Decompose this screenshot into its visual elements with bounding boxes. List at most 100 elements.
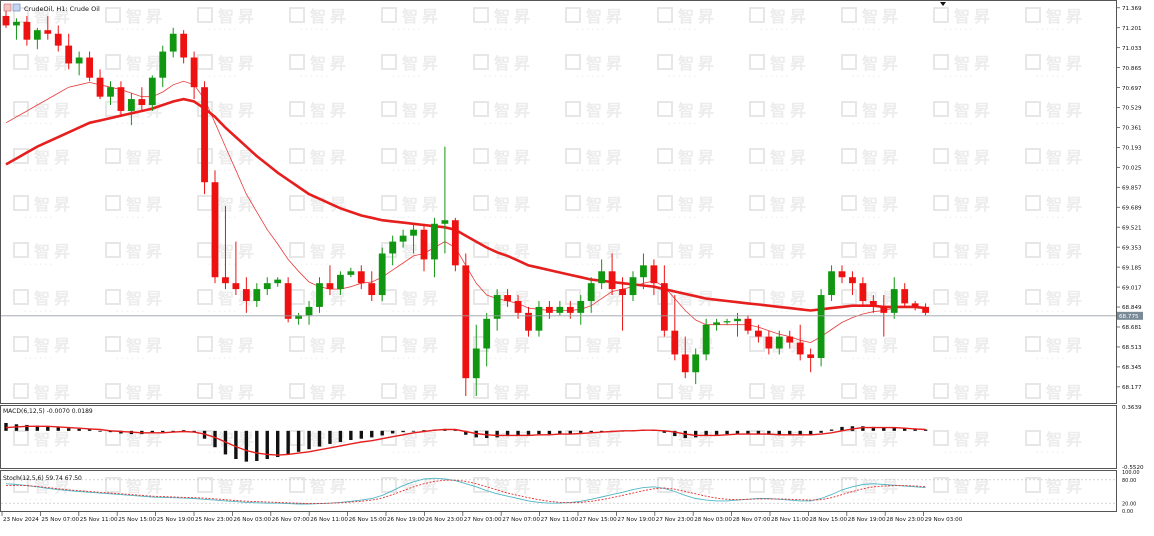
macd-histogram-bar (599, 430, 604, 432)
time-axis: 23 Nov 2024 25 Nov 07:00 25 Nov 11:00 25 No… (1, 512, 963, 523)
stoch-tick-label: 20.00 (1122, 501, 1136, 507)
macd-panel-frame (0, 405, 1117, 469)
macd-histogram-bar (840, 426, 844, 431)
time-tick-label: 27 Nov 19:00 (617, 517, 655, 523)
macd-histogram-bar (359, 430, 363, 439)
candle-body (775, 336, 783, 349)
candle-body (305, 306, 313, 316)
candle-body (692, 354, 700, 373)
macd-histogram-bar (662, 430, 667, 433)
macd-tick-label: 0.3639 (1122, 405, 1142, 411)
candle-body (483, 318, 491, 349)
price-panel-frame (0, 0, 1117, 404)
candle-body (420, 229, 428, 260)
stoch-signal-line (5, 479, 926, 505)
candle-body (44, 30, 52, 34)
macd-histogram-bar (35, 425, 40, 431)
stoch-tick-label: 100.00 (1122, 470, 1140, 476)
candle-body (577, 300, 585, 313)
macd-histogram-bar (505, 430, 510, 437)
panel-frames (0, 0, 1117, 512)
candle-body (96, 77, 104, 97)
candle-body (462, 265, 470, 379)
candle-body (33, 30, 41, 40)
time-tick-label: 27 Nov 11:00 (541, 517, 579, 523)
time-tick-label: 27 Nov 03:00 (464, 517, 502, 523)
candlestick-series (2, 10, 929, 396)
macd-histogram-bar (464, 430, 468, 435)
candle-body (472, 348, 480, 379)
shift-marker-icon[interactable] (940, 2, 946, 6)
price-tick-label: 68.849 (1122, 305, 1142, 311)
macd-histogram-bar (380, 430, 384, 436)
macd-histogram-bar (255, 430, 259, 461)
price-tick-label: 69.017 (1122, 285, 1142, 291)
time-tick-label: 28 Nov 23:00 (886, 517, 924, 523)
macd-histogram-bar (808, 430, 813, 436)
candle-body (755, 330, 762, 337)
price-tick-label: 69.857 (1122, 186, 1142, 192)
macd-histogram-bar (401, 430, 405, 433)
macd-histogram-bar (871, 426, 876, 431)
candle-body (546, 306, 553, 313)
time-tick-label: 25 Nov 19:00 (157, 517, 195, 523)
time-tick-label: 26 Nov 23:00 (425, 517, 463, 523)
candle-body (138, 99, 146, 106)
candle-body (295, 315, 302, 319)
macd-tick-label: -0.5520 (1122, 465, 1144, 471)
macd-histogram-bar (788, 430, 792, 435)
macd-histogram-bar (370, 430, 374, 438)
macd-histogram-bar (171, 430, 175, 432)
candle-body (169, 33, 177, 52)
time-tick-label: 28 Nov 11:00 (771, 517, 809, 523)
time-tick-label: 27 Nov 07:00 (502, 517, 540, 523)
candle-body (514, 300, 522, 313)
macd-histogram-bar (495, 430, 499, 438)
macd-histogram-bar (725, 430, 729, 435)
candle-body (337, 274, 344, 290)
candle-body (723, 321, 731, 323)
chart-icon-2 (12, 3, 21, 12)
macd-histogram-bar (923, 429, 928, 431)
price-tick-label: 68.681 (1122, 325, 1142, 331)
macd-histogram-bar (735, 430, 740, 434)
candle-body (504, 295, 511, 301)
candle-body (650, 265, 658, 284)
stoch-tick-label: 80.00 (1122, 478, 1136, 484)
candle-body (75, 57, 83, 64)
time-tick-label: 26 Nov 15:00 (349, 517, 387, 523)
time-tick-label: 27 Nov 15:00 (579, 517, 617, 523)
candle-body (734, 318, 741, 322)
time-tick-label: 26 Nov 07:00 (272, 517, 310, 523)
candle-body (54, 33, 62, 46)
candle-body (869, 300, 877, 307)
candle-body (890, 289, 898, 313)
macd-histogram-bar (558, 430, 562, 434)
time-tick-label: 28 Nov 03:00 (694, 517, 732, 523)
candle-body (263, 283, 271, 290)
candle-body (922, 306, 929, 313)
price-tick-label: 70.361 (1122, 126, 1142, 132)
stoch-tick-label: 0.00 (1122, 509, 1133, 515)
candle-body (232, 283, 240, 290)
macd-histogram-bar (767, 430, 771, 435)
candle-body (702, 324, 710, 355)
candle-body (128, 99, 135, 111)
macd-histogram-bar (777, 430, 781, 435)
candle-body (598, 271, 606, 284)
candle-body (660, 283, 668, 331)
current-price-marker: 68.775 (1, 311, 1143, 320)
macd-label: MACD(6,12,5) -0.0070 0.0189 (3, 408, 93, 415)
macd-histogram-bar (589, 430, 593, 433)
candle-body (817, 295, 825, 358)
price-tick-label: 68.513 (1122, 345, 1142, 351)
time-tick-label: 26 Nov 19:00 (387, 517, 425, 523)
price-tick-label: 68.345 (1122, 365, 1142, 371)
candle-body (566, 306, 574, 313)
time-tick-label: 26 Nov 11:00 (310, 517, 348, 523)
stoch-panel-frame (0, 470, 1117, 512)
price-tick-label: 71.201 (1122, 26, 1142, 32)
price-tick-label: 68.177 (1122, 385, 1142, 391)
macd-histogram-bar (829, 429, 834, 431)
